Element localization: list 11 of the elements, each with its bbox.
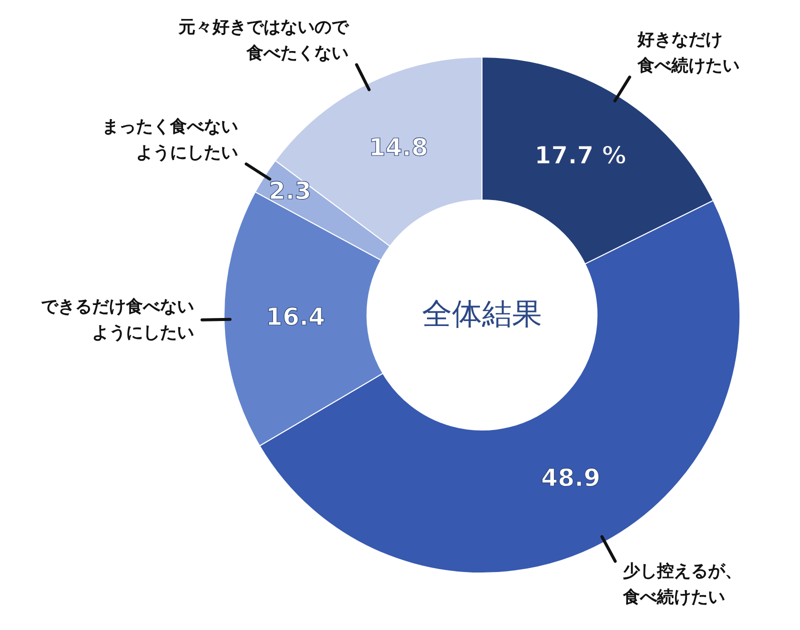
slice-label: 少し控えるが、食べ続けたい <box>622 561 742 608</box>
slice-label: まったく食べないようにしたい <box>102 116 238 163</box>
slice-label: できるだけ食べないようにしたい <box>41 296 194 343</box>
slice-label: 好きなだけ食べ続けたい <box>636 30 740 76</box>
text: 全体結果 <box>422 297 542 332</box>
data-label: 14.8 <box>368 133 428 162</box>
data-label: 48.9 <box>541 464 600 492</box>
slice-label: 元々好きではないので食べたくない <box>178 18 350 64</box>
data-label: 17.7 % <box>534 142 626 170</box>
data-label: 2.3 <box>268 177 312 206</box>
data-label: 16.4 <box>266 303 326 332</box>
